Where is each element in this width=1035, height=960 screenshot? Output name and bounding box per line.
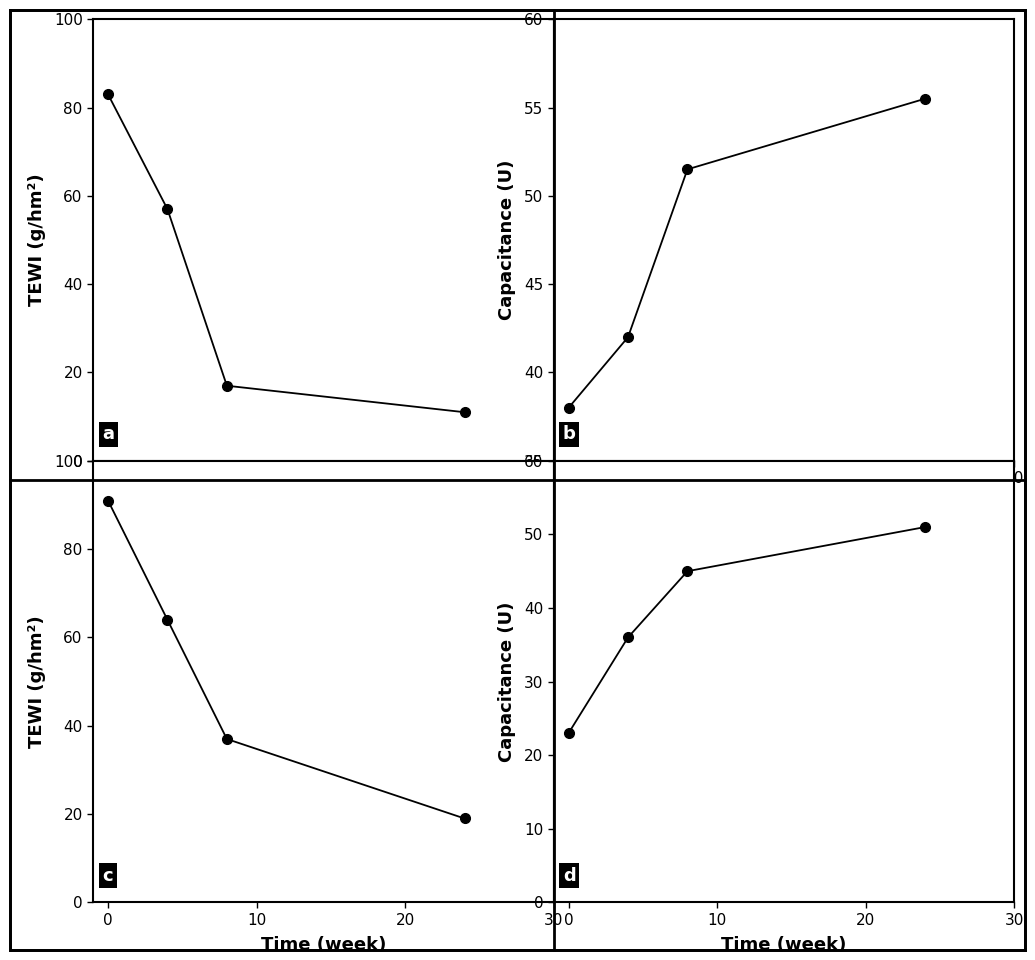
Y-axis label: TEWI (g/hm²): TEWI (g/hm²) <box>28 615 46 748</box>
Y-axis label: TEWI (g/hm²): TEWI (g/hm²) <box>28 174 46 306</box>
X-axis label: Time (week): Time (week) <box>261 494 386 513</box>
X-axis label: Time (week): Time (week) <box>721 936 847 954</box>
Text: d: d <box>563 867 575 885</box>
Text: b: b <box>563 425 575 444</box>
Text: a: a <box>102 425 114 444</box>
Y-axis label: Capacitance (U): Capacitance (U) <box>498 601 515 762</box>
Text: c: c <box>102 867 113 885</box>
X-axis label: Time (week): Time (week) <box>261 936 386 954</box>
Y-axis label: Capacitance (U): Capacitance (U) <box>498 159 515 321</box>
X-axis label: Time (week): Time (week) <box>721 494 847 513</box>
